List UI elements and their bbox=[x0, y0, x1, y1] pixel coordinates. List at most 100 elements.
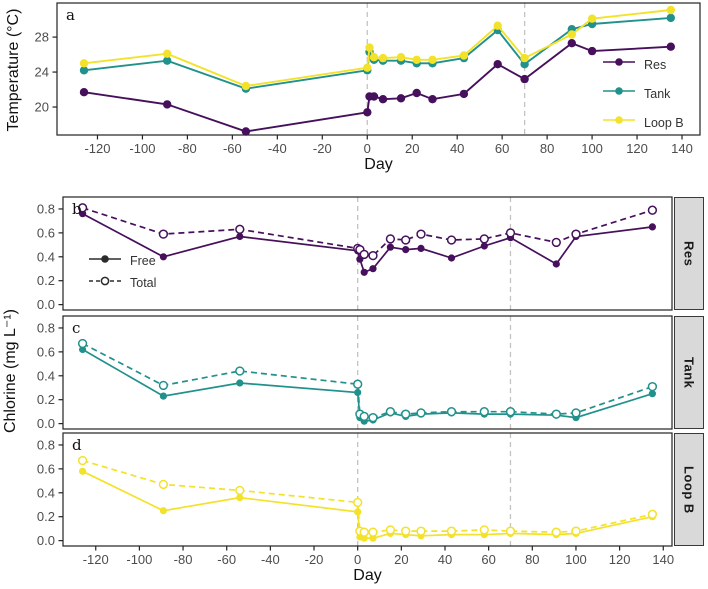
data-point-free bbox=[354, 508, 362, 516]
x-tick-label: 140 bbox=[671, 141, 693, 156]
series-line-free bbox=[82, 470, 653, 540]
y-tick-label: 0.0 bbox=[37, 533, 55, 548]
temperature-y-axis-title: Temperature (°C) bbox=[5, 8, 22, 132]
y-tick-label: 0.0 bbox=[37, 297, 55, 312]
data-point-total bbox=[505, 407, 516, 417]
x-tick-label: 40 bbox=[450, 141, 464, 156]
data-point-total bbox=[158, 229, 169, 239]
data-point-loop-b bbox=[396, 53, 406, 62]
series-line-total bbox=[82, 342, 653, 419]
x-tick-label: 60 bbox=[495, 141, 509, 156]
data-point-res bbox=[567, 39, 576, 48]
data-point-total bbox=[551, 527, 561, 537]
data-point-res bbox=[163, 100, 172, 109]
data-point-total bbox=[647, 205, 658, 215]
panel-b-plot: 0.0 0.2 0.4 0.6 0.8 bbox=[37, 196, 673, 312]
data-point-total bbox=[505, 228, 516, 238]
data-point-loop-b bbox=[79, 59, 89, 68]
data-point-total bbox=[359, 527, 369, 537]
y-tick-label: 20 bbox=[35, 100, 49, 115]
facet-strip-tank-label: Tank bbox=[681, 356, 697, 389]
x-tick-label: -20 bbox=[305, 552, 324, 567]
data-point-total bbox=[235, 366, 245, 376]
data-point-free bbox=[648, 390, 657, 398]
data-point-free bbox=[159, 253, 167, 261]
data-point-total bbox=[479, 407, 489, 417]
data-point-free bbox=[648, 223, 657, 231]
data-point-total bbox=[571, 526, 581, 536]
data-point-res bbox=[428, 95, 437, 104]
panel-a-plot: 20 24 28 -120 -100 -80 -60 -40 -20 0 20 40 60 80 100 12… bbox=[35, 2, 701, 156]
facet-strip-loopb: Loop B bbox=[674, 433, 704, 546]
data-point-loop-b bbox=[493, 21, 502, 30]
data-point-total bbox=[446, 235, 457, 245]
panel-a-border bbox=[56, 2, 701, 136]
panel-d-plot: 0.0 0.2 0.4 0.6 0.8 -120 -100 -80 -60 -40 -20 0 20 40… bbox=[37, 432, 674, 567]
data-point-total bbox=[416, 526, 426, 536]
data-point-free bbox=[369, 265, 377, 273]
y-tick-label: 0.4 bbox=[37, 368, 55, 383]
data-point-tank bbox=[163, 56, 172, 65]
facet-strip-res: Res bbox=[674, 197, 704, 310]
series-line-free bbox=[82, 348, 653, 423]
data-point-free bbox=[79, 467, 87, 475]
data-point-total bbox=[385, 407, 396, 417]
panel-c-plot: 0.0 0.2 0.4 0.6 0.8 bbox=[37, 315, 673, 431]
x-tick-label: -80 bbox=[178, 141, 197, 156]
panel-d-letter: d bbox=[72, 436, 82, 454]
data-point-loop-b bbox=[520, 53, 529, 63]
legend-swatch-svg bbox=[603, 87, 635, 95]
data-point-res bbox=[412, 88, 421, 98]
data-point-loop-b bbox=[428, 55, 437, 64]
legend-swatch-svg bbox=[89, 276, 121, 285]
x-tick-label: -80 bbox=[174, 552, 193, 567]
data-point-free bbox=[159, 392, 167, 400]
data-point-loop-b bbox=[241, 81, 251, 91]
y-tick-label: 0.2 bbox=[37, 392, 55, 407]
panel-c-letter: c bbox=[72, 319, 81, 337]
data-point-total bbox=[359, 249, 369, 260]
data-point-res bbox=[459, 89, 469, 99]
data-point-total bbox=[353, 379, 363, 389]
tank-marker-icon bbox=[602, 84, 636, 103]
series-line-loop-b bbox=[83, 9, 671, 87]
x-tick-label: 60 bbox=[481, 552, 495, 567]
data-point-total bbox=[416, 408, 426, 418]
panel-b-border bbox=[62, 196, 673, 311]
data-point-loop-b bbox=[587, 14, 597, 23]
day-x-axis-title-top: Day bbox=[364, 156, 393, 173]
data-point-res bbox=[493, 59, 502, 69]
data-point-total bbox=[235, 224, 245, 234]
data-point-total bbox=[77, 455, 88, 466]
panel-b-letter: b bbox=[72, 200, 82, 218]
data-point-res bbox=[241, 127, 251, 136]
data-point-total bbox=[505, 526, 516, 536]
series-line-total bbox=[82, 459, 653, 534]
legend-swatch-svg bbox=[89, 254, 121, 263]
data-point-total bbox=[385, 234, 396, 244]
y-tick-label: 0.2 bbox=[37, 273, 55, 288]
chlorine-y-axis-title: Chlorine (mg L⁻¹) bbox=[2, 308, 19, 434]
data-point-loop-b bbox=[365, 43, 374, 52]
data-point-total bbox=[571, 229, 581, 239]
data-point-free bbox=[159, 507, 167, 515]
data-point-loop-b bbox=[567, 30, 576, 39]
data-point-res bbox=[587, 46, 597, 56]
x-tick-label: 40 bbox=[438, 552, 452, 567]
y-tick-label: 24 bbox=[35, 65, 49, 80]
chlorine-type-legend: Free Total bbox=[88, 250, 156, 294]
facet-strip-tank: Tank bbox=[674, 316, 704, 429]
y-tick-label: 0.0 bbox=[37, 416, 55, 431]
data-point-loop-b bbox=[369, 53, 379, 62]
data-point-loop-b bbox=[363, 63, 372, 72]
data-point-loop-b bbox=[378, 53, 388, 63]
x-tick-label: 120 bbox=[609, 552, 631, 567]
series-line-total bbox=[82, 206, 653, 257]
data-point-total bbox=[235, 485, 245, 496]
x-tick-label: -60 bbox=[223, 141, 242, 156]
y-tick-label: 0.6 bbox=[37, 225, 55, 240]
data-point-total bbox=[551, 237, 561, 248]
data-point-free bbox=[360, 268, 368, 276]
data-point-total bbox=[416, 229, 426, 239]
